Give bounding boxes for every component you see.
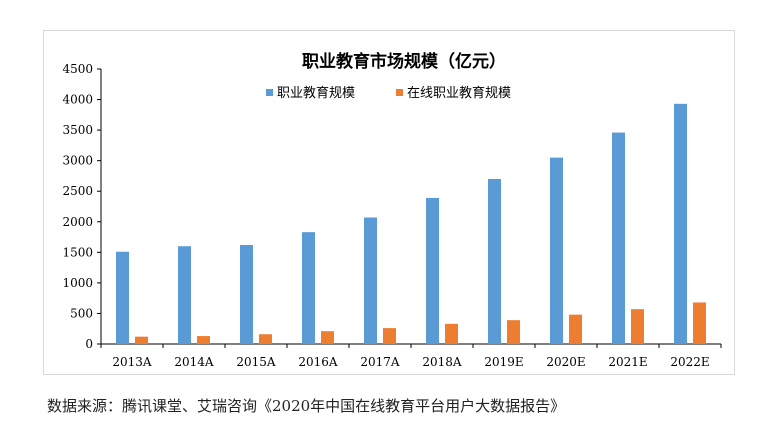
y-tick-label: 1000	[62, 276, 93, 290]
legend-swatch	[266, 89, 273, 96]
x-tick-label: 2020E	[546, 355, 585, 369]
x-tick-label: 2017A	[360, 355, 400, 369]
y-tick-label: 4500	[62, 62, 93, 76]
bar-online-vocational-education	[321, 331, 334, 344]
bar-vocational-education	[426, 197, 439, 344]
y-axis: 0 500 1000 1500 2000 2500 3000 3500 4000 4500	[62, 62, 102, 351]
bars	[116, 103, 706, 344]
bar-online-vocational-education	[693, 302, 706, 344]
y-tick-label: 3000	[62, 154, 93, 168]
bar-vocational-education	[240, 245, 253, 344]
y-tick-label: 2000	[62, 215, 93, 229]
bar-online-vocational-education	[507, 320, 520, 344]
bar-vocational-education	[364, 217, 377, 344]
x-tick-label: 2022E	[670, 355, 709, 369]
x-axis: 2013A 2014A 2015A 2016A 2017A 2018A 2019E 2020E…	[100, 343, 722, 369]
source-note: 数据来源：腾讯课堂、艾瑞咨询《2020年中国在线教育平台用户大数据报告》	[47, 397, 566, 415]
bar-vocational-education	[178, 246, 191, 344]
bar-vocational-education	[674, 103, 687, 344]
x-tick-label: 2019E	[484, 355, 523, 369]
bar-vocational-education	[612, 132, 625, 344]
legend-swatch	[396, 89, 403, 96]
y-tick-label: 0	[85, 337, 93, 351]
x-tick-label: 2013A	[112, 355, 152, 369]
legend: 职业教育规模 在线职业教育规模	[266, 85, 511, 101]
y-tick-label: 500	[70, 306, 93, 320]
bar-chart: 职业教育市场规模（亿元） 职业教育规模 在线职业教育规模 0 500 1000 1500…	[62, 51, 722, 369]
x-tick-label: 2014A	[174, 355, 214, 369]
bar-online-vocational-education	[197, 336, 210, 344]
bar-vocational-education	[302, 232, 315, 344]
y-tick-label: 1500	[62, 245, 93, 259]
bar-online-vocational-education	[631, 309, 644, 344]
chart-frame: 职业教育市场规模（亿元） 职业教育规模 在线职业教育规模 0 500 1000 1500…	[43, 30, 735, 375]
bar-vocational-education	[488, 179, 501, 344]
bar-online-vocational-education	[445, 323, 458, 344]
legend-label: 在线职业教育规模	[407, 85, 511, 101]
bar-online-vocational-education	[259, 334, 272, 344]
x-tick-label: 2016A	[298, 355, 338, 369]
y-tick-label: 4000	[62, 93, 93, 107]
bar-online-vocational-education	[569, 314, 582, 344]
bar-online-vocational-education	[135, 336, 148, 344]
legend-label: 职业教育规模	[277, 85, 355, 101]
x-tick-label: 2018A	[422, 355, 462, 369]
y-tick-label: 3500	[62, 123, 93, 137]
chart-title: 职业教育市场规模（亿元）	[302, 51, 506, 72]
x-tick-label: 2015A	[236, 355, 276, 369]
x-tick-label: 2021E	[608, 355, 647, 369]
bar-vocational-education	[550, 157, 563, 344]
y-tick-label: 2500	[62, 184, 93, 198]
bar-online-vocational-education	[383, 328, 396, 344]
bar-vocational-education	[116, 251, 129, 344]
